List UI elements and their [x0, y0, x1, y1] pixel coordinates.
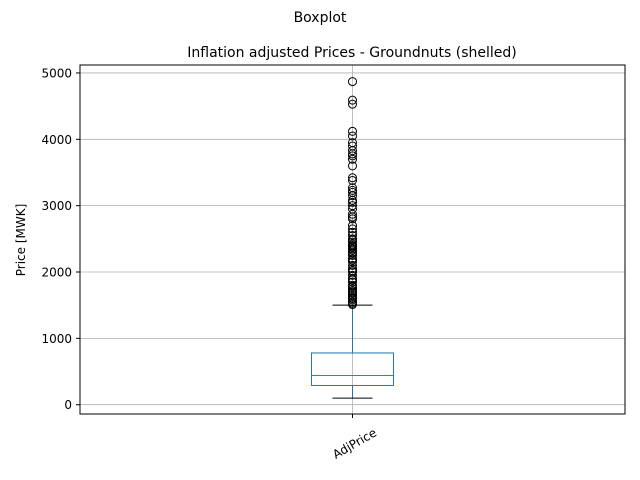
outlier-point	[348, 224, 357, 234]
outlier-point	[348, 209, 357, 219]
outlier-point	[348, 173, 357, 183]
outlier-point	[348, 264, 357, 274]
y-tick-label: 0	[64, 398, 72, 412]
outlier-point	[348, 204, 357, 214]
outlier-point	[348, 227, 357, 237]
y-tick-label: 5000	[41, 66, 72, 80]
outlier-point	[348, 126, 357, 136]
chart-title: Inflation adjusted Prices - Groundnuts (…	[187, 45, 517, 61]
outlier-point	[348, 154, 357, 164]
y-tick-label: 1000	[41, 332, 72, 346]
grid-lines	[80, 65, 625, 414]
outlier-point	[348, 185, 357, 195]
outlier-point	[348, 221, 357, 231]
y-tick-label: 2000	[41, 266, 72, 280]
axes: 0 1000 2000 3000 4000 5000 AdjPrice	[41, 66, 379, 461]
outlier-point	[348, 254, 357, 264]
box-plot	[311, 77, 394, 399]
outlier-point	[348, 270, 357, 280]
iqr-box	[311, 352, 394, 386]
outlier-point	[348, 161, 357, 171]
plot-frame	[79, 64, 626, 415]
outlier-point	[348, 260, 357, 270]
outlier-point	[348, 183, 357, 193]
figure-suptitle: Boxplot	[294, 10, 347, 26]
x-tick-label: AdjPrice	[330, 425, 379, 461]
outlier-point	[348, 95, 357, 105]
outlier-point	[348, 201, 357, 211]
outlier-point	[348, 175, 357, 185]
outlier-point	[348, 131, 357, 141]
y-tick-label: 4000	[41, 133, 72, 147]
outlier-point	[348, 234, 357, 244]
outlier-point	[348, 231, 357, 241]
outlier-point	[348, 138, 357, 148]
outlier-point	[348, 280, 357, 290]
y-axis-label: Price [MWK]	[14, 204, 28, 277]
outlier-point	[348, 141, 357, 151]
y-tick-label: 3000	[41, 199, 72, 213]
outlier-point	[348, 77, 357, 87]
outlier-point	[348, 99, 357, 109]
